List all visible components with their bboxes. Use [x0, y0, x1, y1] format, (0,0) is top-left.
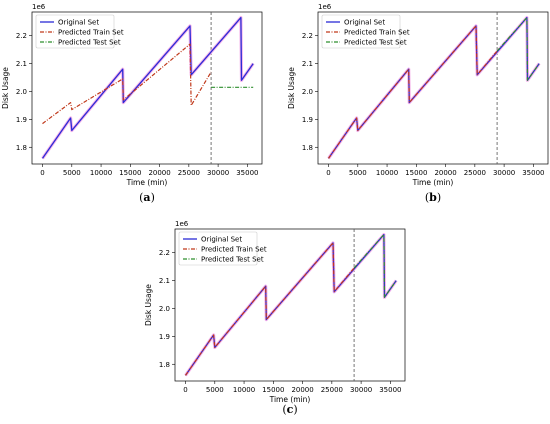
chart-panel-a: 0 5000 10000 15000 20000 25000 30000 35000 1.8 1.…	[1, 3, 263, 204]
series-line-train	[185, 242, 355, 376]
y-tick-label: 2.1	[159, 277, 170, 285]
legend-box	[35, 14, 115, 49]
series-line-test	[353, 234, 397, 298]
y-offset-text: 1e6	[175, 220, 189, 228]
plot-frame	[31, 11, 263, 165]
x-tick-label: 25000	[464, 169, 486, 177]
legend-box	[321, 14, 401, 49]
legend-entry-original: Original Set	[344, 19, 385, 27]
x-tick-label: 0	[40, 169, 44, 177]
legend-box	[178, 231, 258, 266]
panel-label-letter: a	[143, 191, 150, 204]
y-tick-label: 2.0	[302, 88, 313, 96]
x-tick-label: 25000	[178, 169, 200, 177]
series-line-train	[328, 25, 498, 159]
legend-entry-test: Predicted Test Set	[201, 256, 264, 264]
y-tick-label: 1.9	[16, 116, 27, 124]
y-tick-label: 1.8	[302, 144, 313, 152]
x-tick-label: 10000	[233, 386, 255, 394]
legend-entry-test: Predicted Test Set	[58, 39, 121, 47]
x-tick-label: 35000	[522, 169, 544, 177]
panel-label: (b)	[425, 191, 441, 204]
y-tick-label: 2.1	[16, 60, 27, 68]
legend-entry-original: Original Set	[58, 19, 99, 27]
y-tick-label: 2.0	[16, 88, 27, 96]
x-tick-label: 35000	[236, 169, 258, 177]
y-offset-text: 1e6	[318, 3, 332, 11]
y-axis-label: Disk Usage	[144, 284, 153, 326]
x-tick-label: 35000	[379, 386, 401, 394]
x-tick-label: 5000	[349, 169, 367, 177]
y-tick-label: 2.0	[159, 305, 170, 313]
y-tick-label: 2.2	[16, 32, 27, 40]
x-tick-label: 20000	[434, 169, 456, 177]
y-offset-text: 1e6	[32, 3, 46, 11]
legend-entry-test: Predicted Test Set	[344, 39, 407, 47]
chart-panel-b: 0 5000 10000 15000 20000 25000 30000 35000 1.8 1.…	[287, 3, 549, 204]
x-tick-label: 20000	[291, 386, 313, 394]
legend-entry-original: Original Set	[201, 236, 242, 244]
x-tick-label: 15000	[119, 169, 141, 177]
x-axis-label: Time (min)	[126, 178, 168, 187]
y-tick-label: 1.9	[159, 333, 170, 341]
x-tick-label: 10000	[376, 169, 398, 177]
y-tick-label: 1.8	[159, 361, 170, 369]
panel-label: (c)	[282, 403, 297, 416]
y-tick-label: 2.1	[302, 60, 313, 68]
y-tick-label: 2.2	[302, 32, 313, 40]
y-axis-label: Disk Usage	[1, 67, 10, 109]
x-axis-label: Time (min)	[269, 395, 311, 404]
x-tick-label: 5000	[63, 169, 81, 177]
legend-entry-train: Predicted Train Set	[58, 29, 124, 37]
panel-label-close: )	[293, 403, 297, 416]
panel-label-open: (	[425, 191, 429, 204]
panel-label-open: (	[139, 191, 143, 204]
plot-frame	[174, 228, 406, 382]
x-tick-label: 20000	[148, 169, 170, 177]
y-tick-label: 2.2	[159, 249, 170, 257]
x-tick-label: 0	[326, 169, 330, 177]
panel-label-letter: b	[429, 191, 437, 204]
panel-label-close: )	[437, 191, 441, 204]
x-tick-label: 25000	[321, 386, 343, 394]
x-tick-label: 0	[183, 386, 187, 394]
legend-entry-train: Predicted Train Set	[201, 246, 267, 254]
x-tick-label: 30000	[350, 386, 372, 394]
x-tick-label: 30000	[207, 169, 229, 177]
x-tick-label: 10000	[90, 169, 112, 177]
legend-entry-train: Predicted Train Set	[344, 29, 410, 37]
series-line-original	[41, 16, 254, 159]
panel-label: (a)	[139, 191, 155, 204]
chart-panel-c: 0 5000 10000 15000 20000 25000 30000 35000 1.8 1.…	[144, 220, 406, 416]
x-tick-label: 30000	[493, 169, 515, 177]
y-axis-label: Disk Usage	[287, 67, 296, 109]
y-tick-label: 1.9	[302, 116, 313, 124]
x-tick-label: 15000	[262, 386, 284, 394]
plot-frame	[317, 11, 549, 165]
series-line-train	[42, 43, 212, 125]
series-line-test	[496, 17, 540, 81]
x-tick-label: 5000	[206, 386, 224, 394]
panel-label-close: )	[151, 191, 155, 204]
panel-label-letter: c	[287, 403, 294, 416]
panel-label-open: (	[282, 403, 286, 416]
x-tick-label: 15000	[405, 169, 427, 177]
x-axis-label: Time (min)	[412, 178, 454, 187]
y-tick-label: 1.8	[16, 144, 27, 152]
